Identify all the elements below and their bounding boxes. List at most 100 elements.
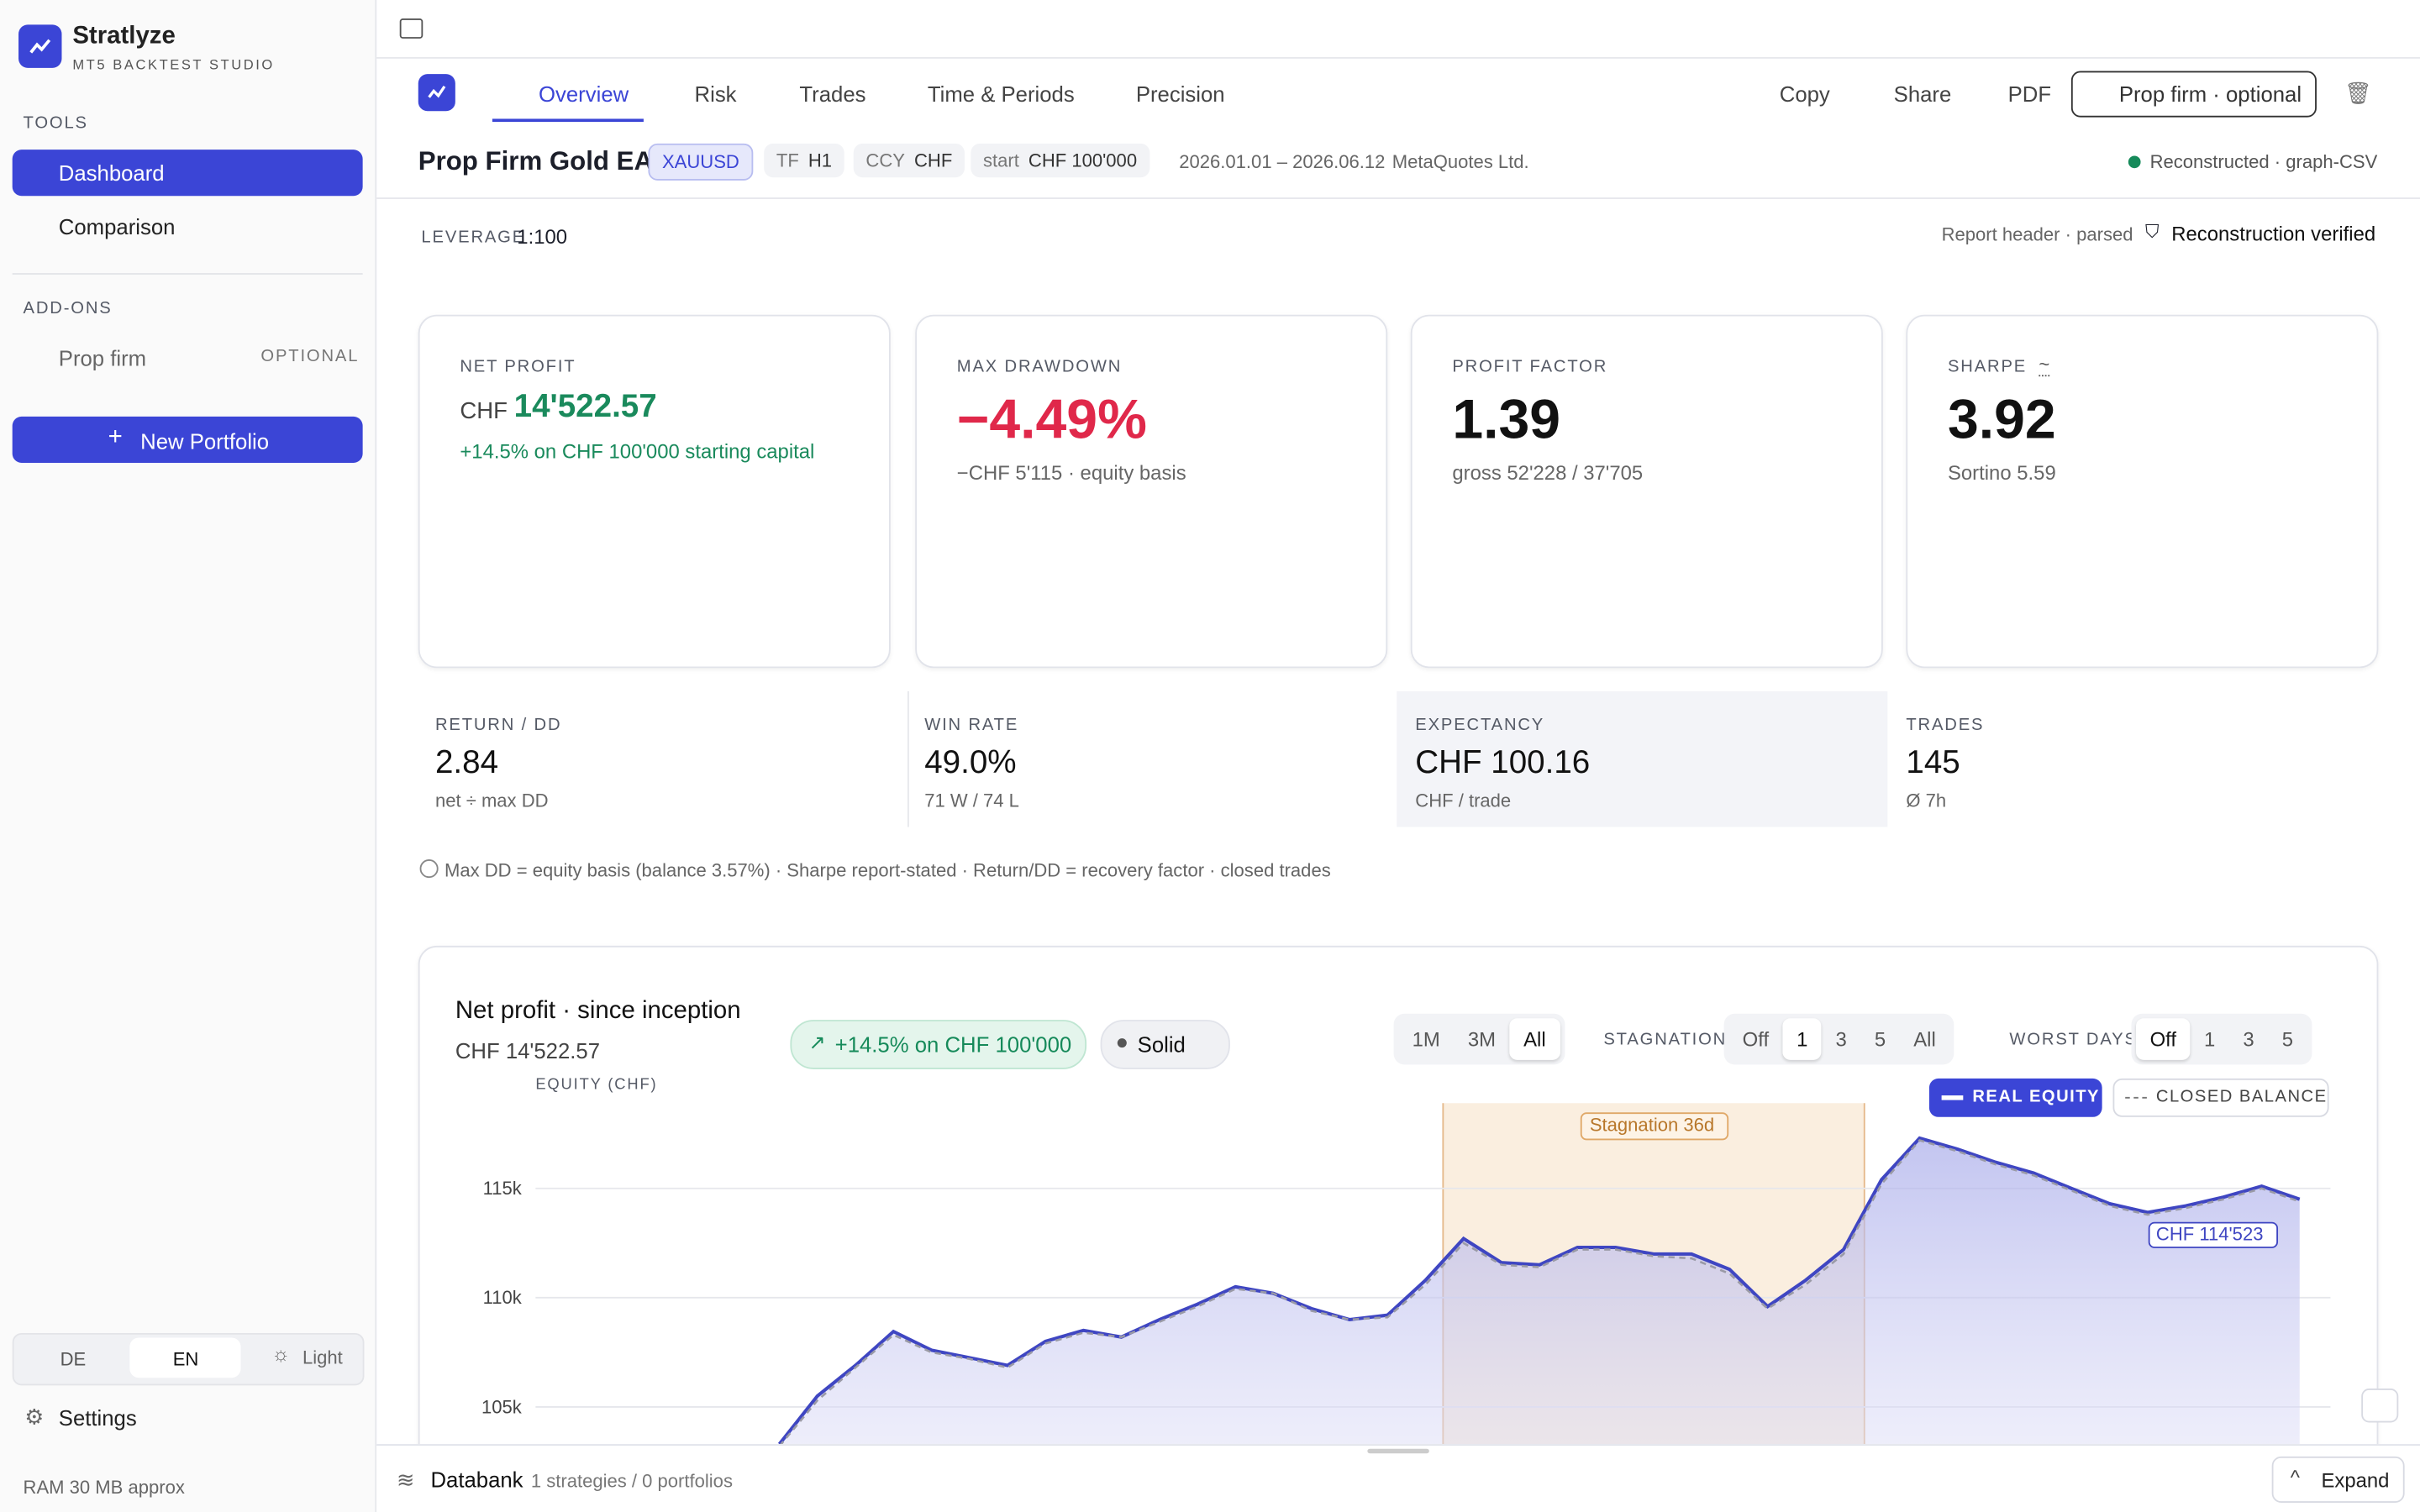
chip-key: TF [776, 150, 799, 171]
nav-item[interactable]: Dashboard [58, 160, 165, 186]
badge-text: +14.5% on CHF 100'000 [834, 1032, 1072, 1058]
prop-button[interactable] [2070, 71, 2317, 118]
y-tick-label: 110k [483, 1287, 523, 1308]
new-portfolio-button[interactable] [12, 416, 363, 464]
option[interactable]: All [1509, 1018, 1560, 1060]
option[interactable]: 3 [2243, 1027, 2254, 1051]
legend-swatch [1941, 1095, 1964, 1100]
option[interactable]: 1 [2204, 1027, 2216, 1051]
option[interactable]: 1 [1782, 1018, 1822, 1060]
stat-value: 2.84 [434, 745, 499, 781]
card-label: SHARPE [1947, 358, 2028, 377]
option[interactable]: 5 [2281, 1027, 2294, 1051]
sun-icon: ☼ [271, 1341, 291, 1366]
stat-sub: Ø 7h [1906, 790, 1947, 812]
stat-label: RETURN / DD [434, 716, 562, 735]
tab-underline [492, 118, 644, 123]
legend-entry: CLOSED BALANCE [2155, 1087, 2328, 1106]
report: Report header · parsed [1941, 223, 2133, 246]
tab[interactable]: Risk [694, 81, 737, 107]
segmented: 1M 3M All [1393, 1013, 1565, 1065]
chip: CCY CHF [853, 143, 965, 178]
mode: Solid [1137, 1032, 1186, 1058]
option[interactable]: Off [2136, 1018, 2191, 1060]
option[interactable]: 1M [1412, 1027, 1440, 1051]
lang[interactable]: DE [60, 1348, 87, 1371]
annotation-box [1580, 1112, 1729, 1141]
handle[interactable] [1367, 1448, 1429, 1454]
note: Max DD = equity basis (balance 3.57%) · … [444, 859, 1331, 881]
divider [908, 690, 909, 827]
chip-value: CHF [913, 150, 953, 171]
chip-key: CCY [865, 150, 905, 171]
legend-button[interactable] [2112, 1078, 2329, 1117]
gear-icon: ⚙ [24, 1404, 45, 1429]
y-tick-label: 115k [483, 1178, 523, 1199]
leverage-label: LEVERAGE [421, 228, 526, 247]
chip: TF H1 [764, 143, 844, 178]
logo-icon [29, 39, 51, 54]
option[interactable]: 3 [1835, 1027, 1847, 1051]
toggle-active[interactable] [129, 1337, 241, 1378]
card-label: MAX DRAWDOWN [956, 358, 1123, 377]
addon[interactable]: Prop firm [58, 345, 147, 370]
y-tick-label: 105k [481, 1396, 523, 1417]
button-label: Prop firm · optional [2118, 81, 2302, 107]
dot [1117, 1038, 1127, 1048]
brand: Stratlyze [72, 23, 176, 50]
tab[interactable]: Trades [799, 81, 866, 107]
tab[interactable]: Precision [1135, 81, 1225, 107]
databank-sub: 1 strategies / 0 portfolios [530, 1470, 733, 1493]
chip-key: start [983, 150, 1019, 171]
theme[interactable]: Light [302, 1347, 343, 1369]
action[interactable]: Share [1893, 81, 1952, 107]
nav-item[interactable]: Comparison [58, 214, 176, 239]
plus: + [108, 424, 123, 451]
logo [18, 24, 62, 68]
period: 2026.01.01 – 2026.06.12 [1179, 151, 1386, 173]
lang[interactable]: EN [172, 1348, 199, 1371]
tagline: MT5 BACKTEST STUDIO [72, 56, 275, 73]
series-line [780, 1139, 2301, 1445]
action[interactable]: PDF [2007, 81, 2052, 107]
equity-area [779, 1137, 2300, 1445]
worst-label: WORST DAYS [2009, 1030, 2138, 1049]
equity-chart: 105k 110k 115k [459, 489, 2331, 1445]
stat-value: 49.0% [924, 745, 1017, 781]
status: Reconstructed · graph-CSV [2149, 151, 2378, 173]
tab[interactable]: Overview [539, 81, 629, 107]
card-value: 14'522.57 [513, 388, 657, 425]
card [418, 314, 891, 669]
keyboard-button[interactable] [2361, 1389, 2399, 1423]
symbol-chip: XAUUSD [648, 143, 754, 181]
end-label-box [2148, 1221, 2279, 1248]
stat-sub: CHF / trade [1415, 790, 1512, 812]
option[interactable]: 5 [1874, 1027, 1886, 1051]
tab[interactable]: Time & Periods [927, 81, 1075, 107]
nav-active[interactable] [12, 150, 363, 197]
legend-swatch [2125, 1096, 2147, 1099]
shield-icon: ⛉ [2145, 220, 2160, 243]
stat-value: 145 [1906, 745, 1960, 781]
trash-icon[interactable]: 🗑 [2344, 80, 2372, 105]
addon-tag: OPTIONAL [260, 347, 360, 366]
option[interactable]: All [1913, 1027, 1936, 1051]
verified: Reconstruction verified [2171, 222, 2376, 246]
section-label: TOOLS [23, 113, 88, 133]
settings[interactable]: Settings [58, 1405, 137, 1431]
series-line [777, 1136, 2301, 1445]
chip: start CHF 100'000 [971, 143, 1150, 178]
panel-toggle[interactable] [399, 18, 424, 39]
option[interactable]: 3M [1467, 1027, 1497, 1051]
y-axis-label: EQUITY (CHF) [535, 1077, 658, 1095]
card-sub: −CHF 5'115 · equity basis [956, 461, 1186, 485]
expand-button[interactable] [2271, 1456, 2405, 1503]
option[interactable]: Off [1742, 1027, 1770, 1051]
tab-icon[interactable] [418, 74, 455, 112]
action[interactable]: Copy [1779, 81, 1830, 107]
legend-entry: REAL EQUITY [1972, 1087, 2100, 1106]
card-sub: Sortino 5.59 [1947, 461, 2056, 485]
stat-sub: net ÷ max DD [434, 790, 549, 812]
sidebar: Stratlyze MT5 BACKTEST STUDIO TOOLS Dash… [0, 0, 377, 1512]
